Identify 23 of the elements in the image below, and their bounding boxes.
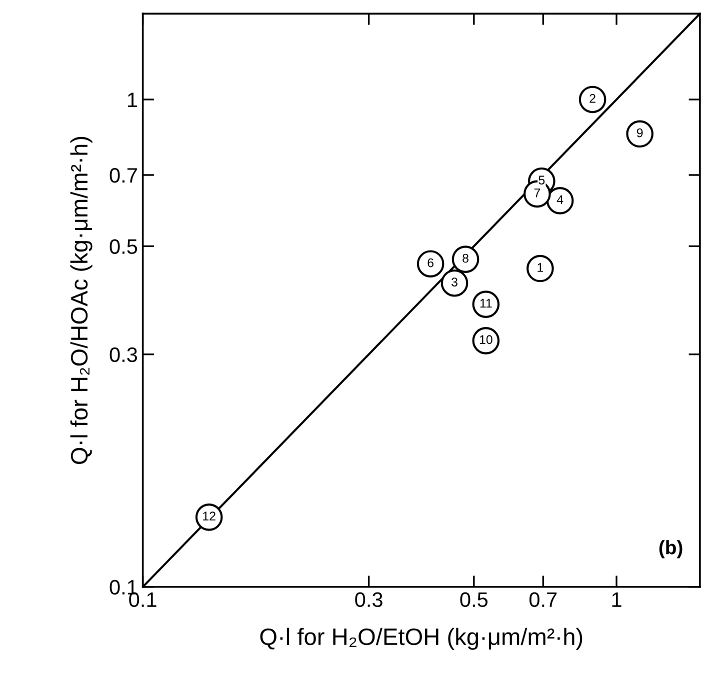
annotation: 8 [462, 254, 468, 263]
x-tick-label: 1 [612, 592, 622, 607]
annotation: 5 [538, 176, 545, 184]
y-tick-label: 0.5 [110, 239, 138, 254]
annotation: 7 [534, 188, 540, 198]
annotation: 4 [556, 195, 564, 204]
x-tick-label: 0.3 [355, 592, 382, 608]
annotation: 11 [480, 298, 492, 308]
annotation: 9 [636, 128, 643, 138]
annotation: (b) [659, 540, 682, 558]
y-axis-title: Q·l for H₂O/HOAc (kg·μm/m²·h) [70, 136, 92, 464]
annotation: 1 [538, 263, 544, 272]
x-axis-title: Q·l for H₂O/EtOH (kg·μm/m²·h) [260, 628, 582, 650]
y-tick-label: 0.3 [110, 347, 138, 362]
y-tick-label: 1 [128, 92, 137, 108]
x-tick-label: 0.5 [460, 592, 488, 608]
annotation: 10 [480, 335, 492, 344]
x-tick-label: 0.7 [529, 592, 557, 608]
annotation: 2 [590, 94, 596, 103]
y-tick-label: 0.7 [110, 168, 137, 183]
annotation: 12 [203, 512, 216, 520]
annotation: 3 [452, 278, 458, 286]
annotation: 6 [428, 258, 434, 268]
